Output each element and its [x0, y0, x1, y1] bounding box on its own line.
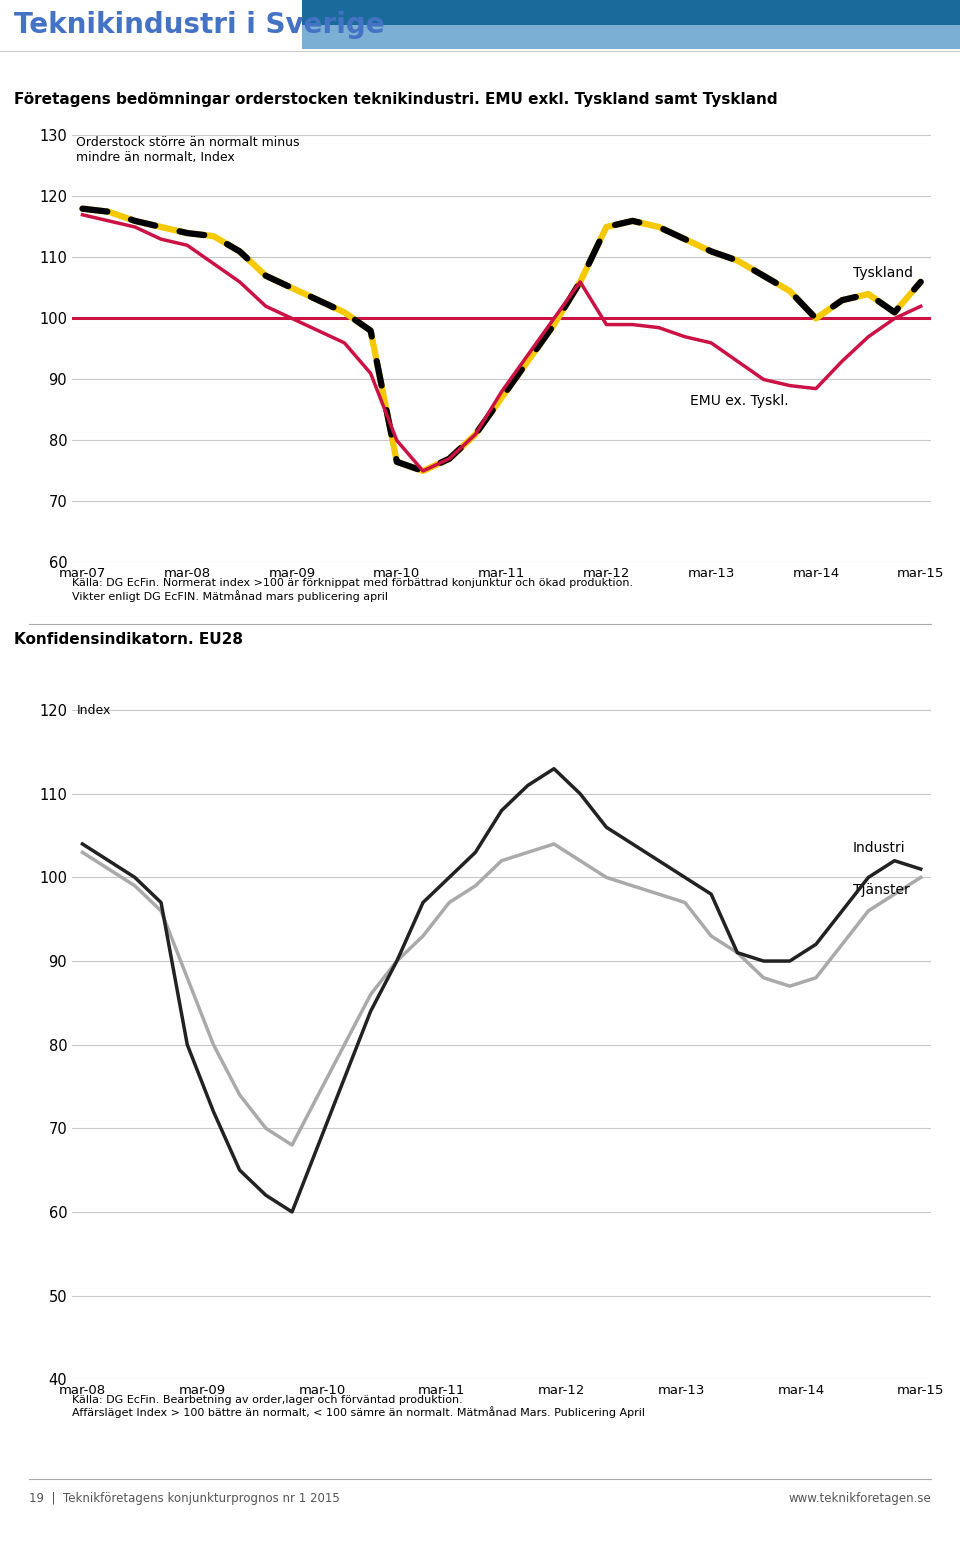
- Text: Tyskland: Tyskland: [852, 265, 913, 280]
- Text: Konfidensindikatorn. EU28: Konfidensindikatorn. EU28: [14, 632, 244, 647]
- Text: Industri: Industri: [852, 841, 905, 855]
- Text: Företagens bedömningar orderstocken teknikindustri. EMU exkl. Tyskland samt Tysk: Företagens bedömningar orderstocken tekn…: [14, 92, 778, 108]
- Text: www.teknikforetagen.se: www.teknikforetagen.se: [788, 1492, 931, 1504]
- Text: Källa: DG EcFin. Normerat index >100 är förknippat med förbättrad konjunktur och: Källa: DG EcFin. Normerat index >100 är …: [72, 578, 634, 603]
- Text: 19  |  Teknikföretagens konjunkturprognos nr 1 2015: 19 | Teknikföretagens konjunkturprognos …: [29, 1492, 340, 1504]
- Text: Index: Index: [76, 704, 110, 717]
- Text: Orderstock större än normalt minus
mindre än normalt, Index: Orderstock större än normalt minus mindr…: [76, 137, 300, 165]
- Text: Källa: DG EcFin. Bearbetning av order,lager och förväntad produktion.
Affärsläge: Källa: DG EcFin. Bearbetning av order,la…: [72, 1395, 645, 1419]
- Text: Teknikindustri i Sverige: Teknikindustri i Sverige: [14, 11, 385, 39]
- Text: EMU ex. Tyskl.: EMU ex. Tyskl.: [690, 394, 789, 408]
- Text: Tjänster: Tjänster: [852, 883, 909, 897]
